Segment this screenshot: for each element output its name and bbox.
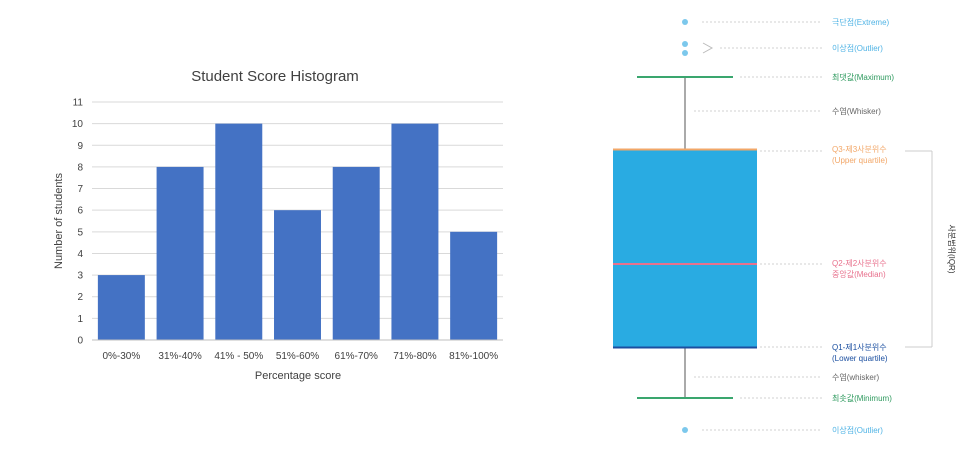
chart-title: Student Score Histogram: [191, 68, 359, 85]
x-tick-label: 41% - 50%: [214, 351, 263, 362]
boxplot-diagram: 극단점(Extreme) 이상점(Outlier) 최댓값(Maximum) 수…: [613, 17, 957, 435]
x-tick-label: 61%-70%: [335, 351, 378, 362]
minimum-label: 최솟값(Minimum): [832, 393, 892, 403]
y-tick-label: 2: [77, 292, 83, 303]
bar: [215, 123, 263, 341]
x-axis-ticks: 0%-30% 31%-40% 41% - 50% 51%-60% 61%-70% 71%-…: [102, 351, 498, 362]
whisker-label-top: 수염(Whisker): [832, 107, 881, 116]
q3-sublabel: (Upper quartile): [832, 156, 888, 165]
outlier-chevron: [702, 42, 714, 54]
maximum-label: 최댓값(Maximum): [832, 72, 894, 82]
y-tick-label: 7: [77, 184, 83, 195]
iqr-label: 사분범위(IQR): [947, 225, 957, 274]
guide-lines: [694, 21, 822, 431]
q3-label: Q3-제3사분위수: [832, 145, 887, 154]
y-tick-label: 8: [77, 162, 83, 173]
iqr-box: [613, 149, 757, 348]
y-tick-label: 11: [73, 98, 84, 109]
extreme-point: [682, 19, 688, 25]
y-tick-label: 3: [77, 271, 83, 282]
outlier-label-top: 이상점(Outlier): [832, 43, 883, 53]
bar: [391, 123, 439, 341]
outlier-label-bottom: 이상점(Outlier): [832, 425, 883, 435]
y-tick-label: 4: [77, 249, 83, 260]
bar: [97, 275, 145, 340]
outlier-point: [682, 50, 688, 56]
bar: [156, 166, 204, 340]
histogram-chart: Student Score Histogram 0 1 2 3 4 5 6 7 8 9 10 11 0…: [53, 68, 503, 382]
bar: [274, 210, 321, 340]
q1-sublabel: (Lower quartile): [832, 354, 888, 363]
y-axis-label: Number of students: [53, 173, 65, 269]
x-tick-label: 51%-60%: [276, 351, 319, 362]
bar: [450, 231, 498, 340]
iqr-bracket: [905, 150, 933, 348]
y-tick-label: 1: [77, 314, 83, 325]
x-tick-label: 0%-30%: [102, 351, 140, 362]
bar: [332, 166, 380, 340]
y-tick-label: 5: [77, 227, 83, 238]
y-tick-label: 9: [77, 141, 83, 152]
y-tick-label: 0: [77, 336, 83, 347]
x-axis-label: Percentage score: [255, 370, 341, 382]
x-tick-label: 71%-80%: [393, 351, 436, 362]
y-axis-ticks: 0 1 2 3 4 5 6 7 8 9 10 11: [72, 98, 84, 347]
whisker-label-bottom: 수염(whisker): [832, 373, 880, 382]
x-tick-label: 81%-100%: [449, 351, 498, 362]
outlier-point-bottom: [682, 427, 688, 433]
q2-sublabel: 중앙값(Median): [832, 269, 886, 279]
x-tick-label: 31%-40%: [158, 351, 201, 362]
bars: [97, 123, 498, 341]
outlier-point: [682, 41, 688, 47]
y-tick-label: 10: [72, 119, 84, 130]
q2-label: Q2-제2사분위수: [832, 259, 887, 268]
q1-label: Q1-제1사분위수: [832, 343, 887, 352]
y-tick-label: 6: [77, 206, 83, 217]
extreme-label: 극단점(Extreme): [832, 17, 890, 27]
